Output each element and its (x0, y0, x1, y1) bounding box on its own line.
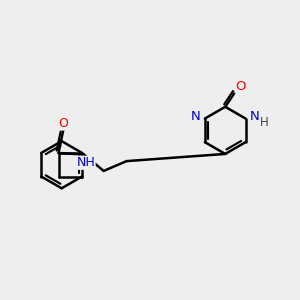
Text: N: N (250, 110, 259, 124)
Text: H: H (260, 116, 269, 129)
Text: O: O (58, 117, 68, 130)
Text: NH: NH (76, 156, 95, 169)
Text: N: N (191, 110, 201, 124)
Text: O: O (235, 80, 245, 93)
